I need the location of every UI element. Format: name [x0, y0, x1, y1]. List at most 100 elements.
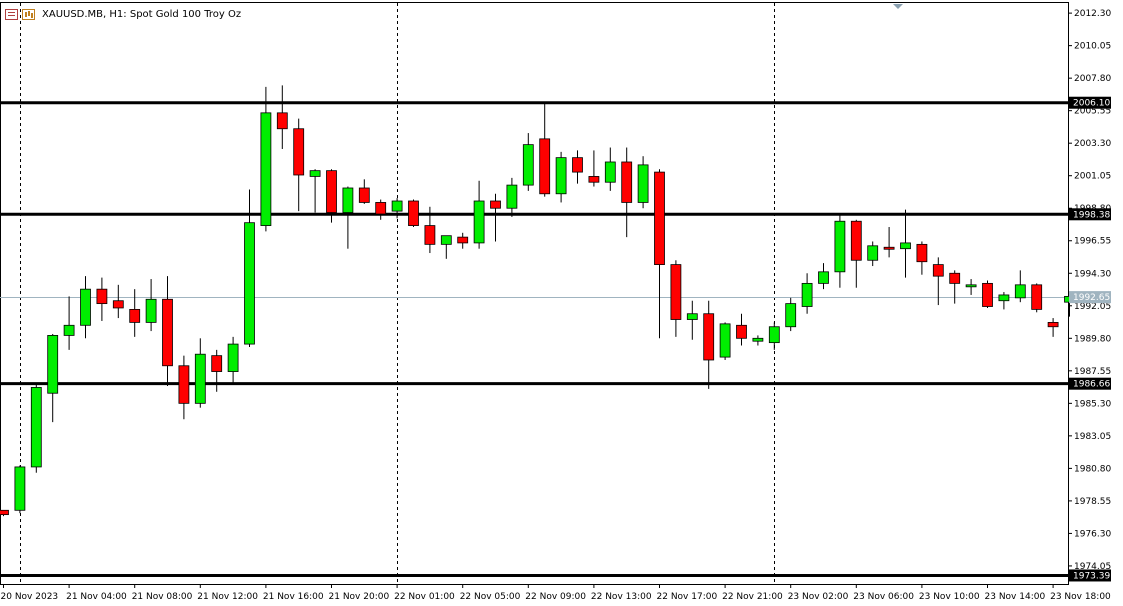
candle [703, 300, 715, 389]
candle [0, 509, 9, 517]
candle-body-bear [129, 308, 141, 323]
candle [112, 284, 124, 319]
level-price-tag-3: 1973.39 [1073, 571, 1110, 581]
candle [14, 465, 26, 514]
chart-shift-marker-icon[interactable] [893, 4, 903, 9]
level-price-tag-1-bg [1069, 208, 1111, 221]
candle [1047, 318, 1059, 337]
candle [244, 189, 255, 347]
candle-body-bear [0, 509, 9, 516]
candle [63, 296, 75, 350]
candle-body-bull [867, 245, 879, 261]
x-tick-label: 21 Nov 04:00 [66, 592, 127, 602]
candle [949, 270, 961, 304]
plot-area-frame [0, 2, 1069, 585]
chart-menu-icon[interactable] [5, 8, 18, 20]
candle-body-bull [14, 466, 26, 511]
candle-body-bear [276, 112, 288, 130]
candle [850, 219, 862, 288]
candle-body-bear [424, 225, 436, 245]
candle [309, 169, 321, 213]
candle [358, 179, 370, 204]
y-tick-label: 2012.30 [1074, 9, 1111, 19]
candle [785, 297, 797, 332]
candle-body-bear [703, 313, 715, 361]
candle [572, 150, 583, 184]
candle-body-bear [670, 264, 682, 320]
candle-body-bull [47, 335, 59, 394]
candle-body-bull [145, 298, 157, 323]
candle [867, 241, 879, 267]
candle-body-bull [391, 200, 403, 212]
candle [818, 263, 829, 290]
candle [408, 199, 419, 228]
candle [834, 214, 846, 288]
candle [736, 313, 747, 346]
candle-body-bull [80, 288, 91, 326]
y-tick-label: 2003.30 [1074, 139, 1111, 149]
x-tick-label: 22 Nov 01:00 [394, 592, 455, 602]
x-tick-label: 21 Nov 20:00 [329, 592, 390, 602]
candle [1014, 270, 1026, 303]
candle-body-bear [162, 298, 173, 367]
y-tick-label: 2001.05 [1074, 172, 1111, 182]
candle [637, 156, 649, 209]
level-price-tag-2: 1986.66 [1073, 380, 1110, 390]
x-tick-label: 22 Nov 09:00 [525, 592, 586, 602]
candle [604, 147, 616, 191]
candle [162, 276, 173, 386]
candle-body-bear [982, 282, 993, 307]
x-tick-label: 23 Nov 02:00 [788, 592, 849, 602]
candle-body-bull [768, 326, 780, 344]
candle [932, 257, 944, 306]
candle [752, 335, 764, 346]
level-price-tag-0: 2006.10 [1073, 99, 1110, 109]
candle [982, 280, 993, 308]
level-price-tag-2-bg [1069, 377, 1111, 390]
candle [391, 198, 403, 219]
x-tick-label: 21 Nov 12:00 [197, 592, 258, 602]
candle-body-bear [736, 324, 747, 339]
y-tick-label: 2005.55 [1074, 107, 1111, 117]
candle-body-bull [637, 164, 649, 203]
candle [654, 169, 665, 339]
candle [326, 169, 337, 223]
candle [276, 85, 288, 149]
level-price-tag-1: 1998.38 [1073, 210, 1110, 220]
candle-body-bear [490, 200, 501, 209]
candle-body-bear [112, 300, 124, 309]
candle [440, 235, 452, 259]
candle-body-bear [293, 128, 305, 176]
candle-body-bear [572, 157, 583, 173]
candle [457, 232, 469, 249]
level-price-tag-0-bg [1069, 96, 1111, 109]
candle-body-bear [539, 138, 551, 195]
y-tick-label: 1994.30 [1074, 269, 1111, 279]
candle [588, 150, 600, 187]
candle [30, 384, 42, 473]
candle [555, 151, 567, 203]
y-tick-label: 1978.55 [1074, 497, 1111, 507]
candle [342, 186, 354, 249]
candle-body-bull [522, 144, 534, 186]
candle [227, 336, 239, 385]
candle-body-bear [178, 365, 190, 404]
candle [260, 86, 272, 232]
x-tick-label: 23 Nov 18:00 [1050, 592, 1111, 602]
candle-body-bull [900, 242, 911, 250]
candle-body-bull [719, 323, 731, 358]
y-tick-label: 1996.55 [1074, 237, 1111, 247]
candle-body-bull [63, 324, 75, 336]
candle [96, 277, 108, 321]
candle [883, 227, 895, 258]
candle-body-bear [96, 288, 108, 305]
y-tick-label: 1985.30 [1074, 399, 1111, 409]
candle [801, 273, 813, 314]
current-price-tag-bg [1069, 291, 1111, 304]
candle [47, 333, 59, 423]
candle-body-bear [408, 200, 419, 226]
y-tick-label: 1987.55 [1074, 367, 1111, 377]
y-tick-label: 1983.05 [1074, 432, 1111, 442]
